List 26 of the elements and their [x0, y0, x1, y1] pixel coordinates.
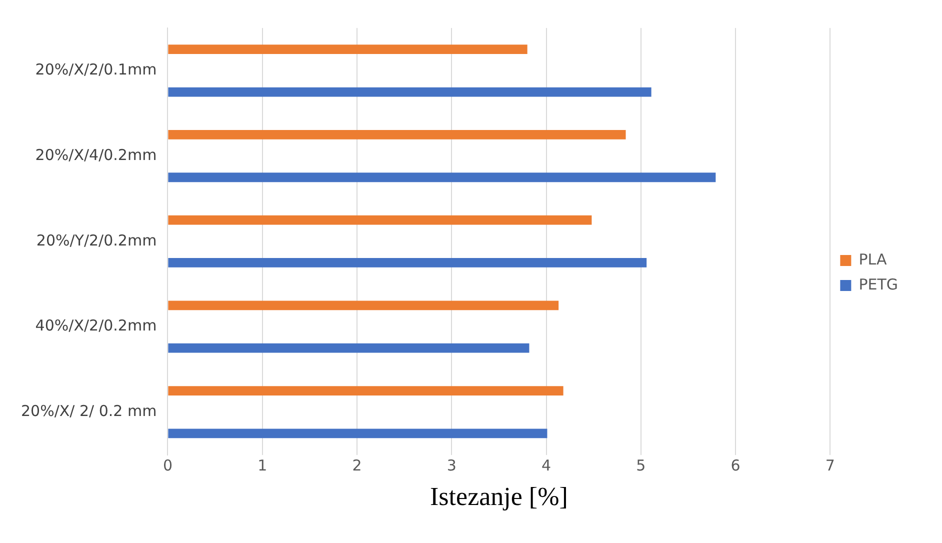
x-tick-label: 3	[446, 456, 456, 475]
bar	[168, 300, 559, 310]
y-tick-label: 20%/Y/2/0.2mm	[36, 231, 157, 250]
x-tick-label: 5	[636, 456, 646, 475]
y-tick-label: 20%/X/2/0.1mm	[35, 60, 157, 79]
x-tick-label: 7	[825, 456, 835, 475]
y-tick-label: 40%/X/2/0.2mm	[35, 316, 157, 335]
bar	[168, 87, 652, 97]
x-tick-label: 2	[352, 456, 362, 475]
bar	[168, 258, 647, 268]
y-tick-label: 20%/X/4/0.2mm	[35, 146, 157, 164]
bar	[168, 130, 626, 140]
bar	[168, 44, 528, 54]
bar	[168, 428, 548, 438]
bar	[168, 343, 530, 353]
x-tick-label: 4	[541, 456, 552, 475]
y-tick-label: 20%/X/ 2/ 0.2 mm	[21, 402, 157, 420]
x-axis-title: Istezanje [%]	[430, 482, 568, 512]
bar	[168, 215, 592, 225]
x-tick-label: 6	[730, 456, 740, 475]
bar	[168, 172, 716, 182]
legend-label: PETG	[858, 275, 898, 294]
legend-label: PLA	[858, 250, 888, 268]
x-tick-label: 0	[162, 456, 172, 475]
bar	[168, 386, 564, 396]
x-tick-label: 1	[258, 456, 268, 475]
